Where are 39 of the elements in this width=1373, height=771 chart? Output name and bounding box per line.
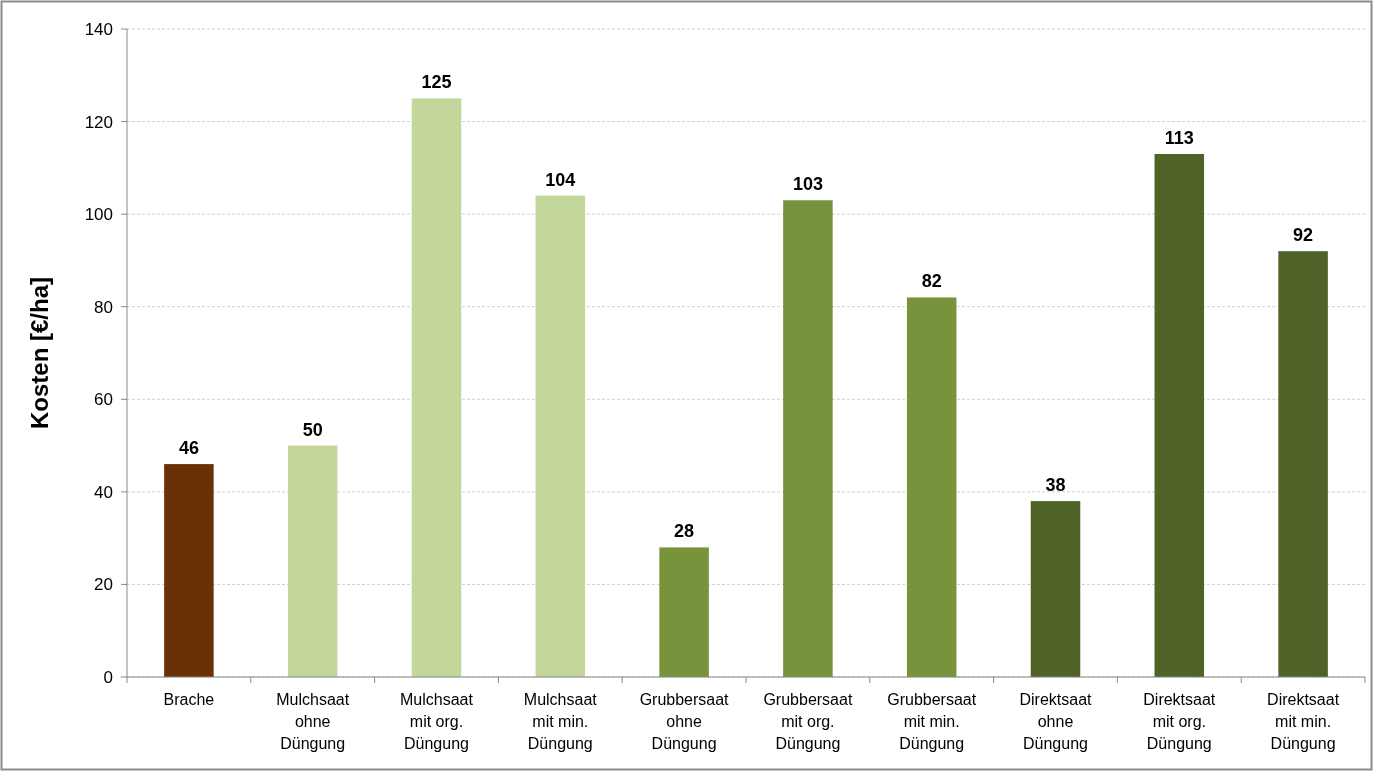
- data-label: 103: [792, 174, 823, 195]
- x-tick-label: Mulchsaat ohne Düngung: [276, 691, 350, 752]
- y-tick-label: 20: [94, 575, 113, 595]
- bar: [906, 297, 957, 677]
- data-label: 104: [545, 169, 576, 190]
- data-label: 38: [1045, 475, 1066, 496]
- data-label: 113: [1164, 127, 1194, 148]
- bar: [287, 445, 338, 677]
- data-label: 82: [921, 271, 942, 292]
- bar: [1278, 251, 1328, 677]
- y-tick-label: 140: [84, 19, 113, 39]
- bar: [659, 547, 709, 677]
- y-tick-label: 120: [84, 112, 113, 132]
- x-tick-label: Grubbersaat mit min. Düngung: [887, 691, 977, 752]
- x-tick-label: Mulchsaat mit min. Düngung: [523, 691, 598, 752]
- x-tick-label: Grubbersaat ohne Düngung: [639, 691, 730, 752]
- bar: [783, 200, 833, 677]
- x-tick-label: Mulchsaat mit org. Düngung: [400, 691, 474, 752]
- bar: [1030, 501, 1081, 677]
- bar: [535, 195, 586, 677]
- y-axis-title: Kosten [€/ha]: [26, 276, 53, 430]
- y-tick-label: 100: [84, 205, 113, 225]
- data-label: 50: [302, 419, 323, 440]
- y-tick-label: 60: [94, 390, 113, 410]
- data-label: 28: [674, 521, 695, 542]
- y-tick-label: 80: [94, 297, 113, 317]
- y-tick-label: 0: [103, 667, 113, 687]
- bar: [164, 464, 214, 677]
- data-label: 46: [178, 438, 199, 459]
- data-label: 92: [1293, 225, 1314, 246]
- x-tick-label: Direktsaat mit min. Düngung: [1267, 691, 1340, 752]
- x-tick-label: Grubbersaat mit org. Düngung: [763, 691, 853, 752]
- bar: [1154, 153, 1205, 677]
- x-tick-label: Brache: [163, 691, 215, 708]
- x-tick-label: Direktsaat ohne Düngung: [1019, 691, 1093, 752]
- y-tick-label: 40: [94, 482, 113, 502]
- bar: [411, 98, 462, 677]
- x-tick-label: Direktsaat mit org. Düngung: [1143, 691, 1216, 752]
- data-label: 125: [421, 72, 452, 93]
